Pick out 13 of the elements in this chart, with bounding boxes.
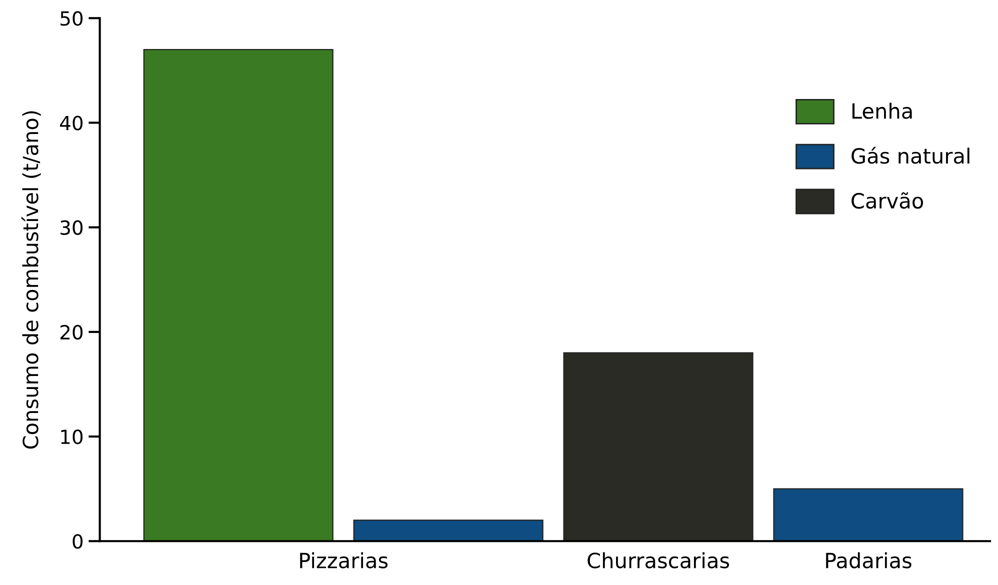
legend-label: Carvão: [852, 192, 924, 209]
x-tick-label: Churrascarias: [588, 552, 730, 568]
y-tick-label: 40: [60, 116, 83, 130]
y-tick-label: 50: [60, 11, 83, 26]
y-tick-label: 20: [60, 324, 83, 340]
x-tick-label: Padarias: [826, 552, 912, 568]
y-axis-title: Consumo de combustível (t/ano): [21, 111, 41, 449]
x-tick-label: Pizzarias: [300, 552, 388, 568]
y-tick-label: 0: [72, 534, 83, 549]
legend-label: Lenha: [852, 102, 912, 119]
y-tick-label: 30: [60, 220, 83, 235]
legend-label: Gás natural: [852, 146, 970, 164]
y-tick-label: 10: [61, 429, 83, 444]
